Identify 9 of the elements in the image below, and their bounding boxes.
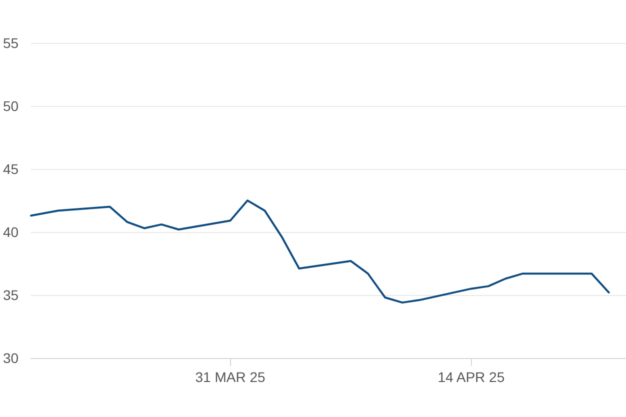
y-tick-label: 55	[3, 35, 19, 51]
x-tick-label: 31 MAR 25	[195, 369, 266, 385]
y-tick-label: 40	[3, 224, 19, 240]
y-tick-label: 50	[3, 98, 19, 114]
y-tick-label: 45	[3, 161, 19, 177]
y-tick-label: 35	[3, 287, 19, 303]
line-series	[30, 200, 610, 304]
x-tick-label: 14 APR 25	[438, 369, 505, 385]
y-tick-label: 30	[3, 350, 19, 366]
